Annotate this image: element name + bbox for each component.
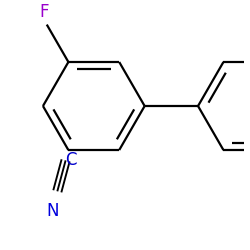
Text: F: F [40, 3, 49, 21]
Text: N: N [46, 202, 58, 220]
Text: C: C [65, 152, 76, 170]
